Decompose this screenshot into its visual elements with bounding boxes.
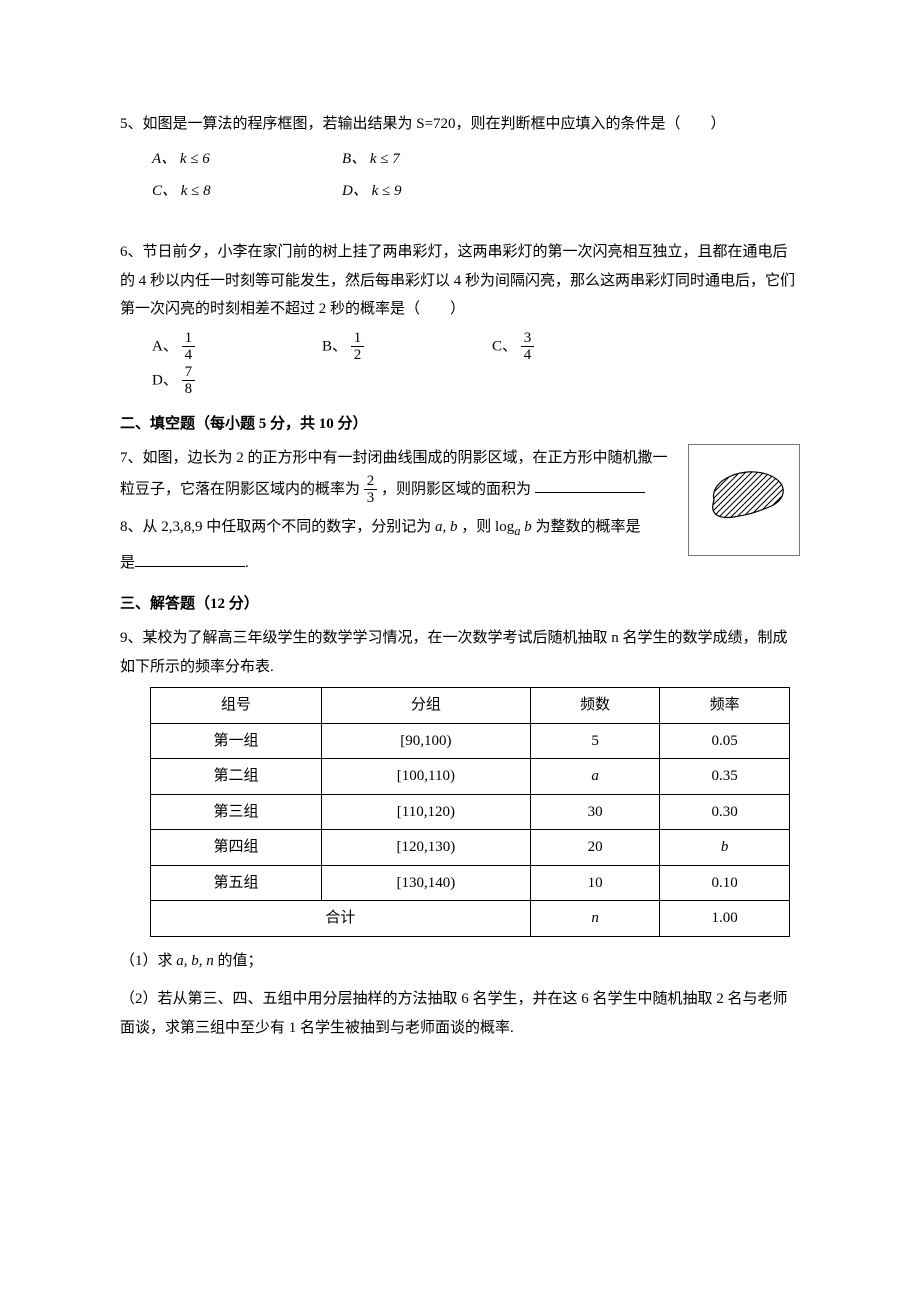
col-interval: 分组 — [321, 688, 530, 724]
total-n: n — [530, 901, 660, 937]
table-total-row: 合计 n 1.00 — [151, 901, 790, 937]
total-p: 1.00 — [660, 901, 790, 937]
total-label: 合计 — [151, 901, 531, 937]
q5-options: A、 k ≤ 6 B、 k ≤ 7 — [152, 145, 800, 178]
q6-opt-c: C、 3 4 — [492, 330, 662, 364]
q5-stem: 5、如图是一算法的程序框图，若输出结果为 S=720，则在判断框中应填入的条件是… — [120, 116, 726, 132]
q9-sub1: （1）求 a, b, n 的值； — [120, 947, 800, 976]
answer-blank — [135, 551, 245, 567]
table-row: 第一组 [90,100) 5 0.05 — [151, 723, 790, 759]
fraction-icon: 2 3 — [364, 473, 378, 507]
q6-opt-b: B、 1 2 — [322, 330, 492, 364]
q8-ab: a, b — [435, 519, 458, 535]
fraction-icon: 1 4 — [182, 330, 196, 364]
q9-stem: 9、某校为了解高三年级学生的数学学习情况，在一次数学考试后随机抽取 n 名学生的… — [120, 630, 788, 675]
q6-opt-d: D、 7 8 — [152, 364, 322, 398]
q8-part1: 8、从 2,3,8,9 中任取两个不同的数字，分别记为 — [120, 519, 431, 535]
q5-opt-c: C、 k ≤ 8 — [152, 177, 342, 206]
q6-stem: 6、节日前夕，小李在家门前的树上挂了两串彩灯，这两串彩灯的第一次闪亮相互独立，且… — [120, 244, 795, 317]
q5-opt-d: D、 k ≤ 9 — [342, 177, 532, 206]
section-2-heading: 二、填空题（每小题 5 分，共 10 分） — [120, 410, 800, 439]
answer-blank — [535, 477, 645, 493]
table-row: 第四组 [120,130) 20 b — [151, 830, 790, 866]
section-3-heading: 三、解答题（12 分） — [120, 590, 800, 619]
table-row: 第三组 [110,120) 30 0.30 — [151, 794, 790, 830]
fraction-icon: 7 8 — [182, 364, 196, 398]
col-group-no: 组号 — [151, 688, 322, 724]
shaded-region-figure — [688, 444, 800, 556]
table-row: 第二组 [100,110) a 0.35 — [151, 759, 790, 795]
question-5: 5、如图是一算法的程序框图，若输出结果为 S=720，则在判断框中应填入的条件是… — [120, 110, 800, 139]
table-header-row: 组号 分组 频数 频率 — [151, 688, 790, 724]
q6-opt-a: A、 1 4 — [152, 330, 322, 364]
q5-opt-a: A、 k ≤ 6 — [152, 145, 342, 174]
q8-part2: ，则 — [461, 519, 491, 535]
q9-sub2: （2）若从第三、四、五组中用分层抽样的方法抽取 6 名学生，并在这 6 名学生中… — [120, 985, 800, 1042]
q7-part2: ，则阴影区域的面积为 — [381, 481, 531, 497]
q8-part3: 为整数的概率是 — [535, 519, 640, 535]
frequency-table: 组号 分组 频数 频率 第一组 [90,100) 5 0.05 第二组 [100… — [150, 687, 790, 937]
col-rate: 频率 — [660, 688, 790, 724]
q6-options: A、 1 4 B、 1 2 C、 3 4 D、 7 8 — [152, 330, 800, 398]
q5-opt-b: B、 k ≤ 7 — [342, 145, 532, 174]
table-row: 第五组 [130,140) 10 0.10 — [151, 865, 790, 901]
q8-log: loga b — [495, 519, 532, 535]
fraction-icon: 1 2 — [351, 330, 365, 364]
q5-options-row2: C、 k ≤ 8 D、 k ≤ 9 — [152, 177, 800, 210]
fraction-icon: 3 4 — [521, 330, 535, 364]
question-9: 9、某校为了解高三年级学生的数学学习情况，在一次数学考试后随机抽取 n 名学生的… — [120, 624, 800, 681]
col-freq: 频数 — [530, 688, 660, 724]
question-6: 6、节日前夕，小李在家门前的树上挂了两串彩灯，这两串彩灯的第一次闪亮相互独立，且… — [120, 238, 800, 324]
